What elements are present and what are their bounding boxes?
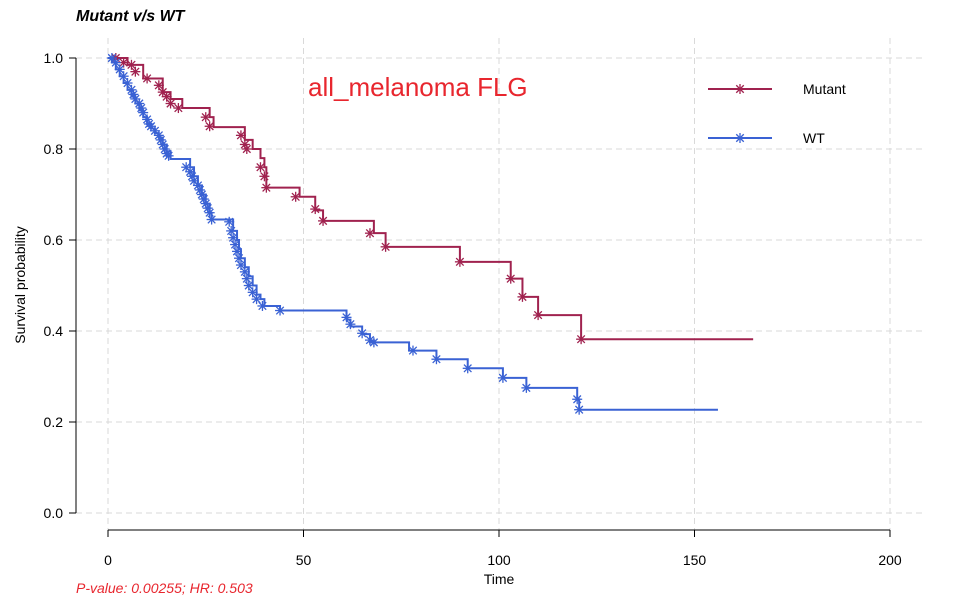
censor-mark-mutant	[454, 256, 465, 267]
legend-label-wt: WT	[803, 130, 825, 146]
series-line-wt	[108, 57, 718, 411]
pvalue-footnote: P-value: 0.00255; HR: 0.503	[76, 580, 253, 596]
censor-mark-wt	[110, 57, 121, 68]
y-tick-label: 0.4	[44, 323, 64, 339]
censor-mark-mutant	[255, 162, 266, 173]
legend-label-mutant: Mutant	[803, 81, 846, 97]
y-axis-label: Survival probability	[12, 226, 28, 344]
x-tick-label: 100	[487, 552, 511, 568]
censor-mark-wt	[368, 337, 379, 348]
x-axis-label: Time	[484, 571, 515, 587]
censor-mark-wt	[130, 93, 141, 104]
censor-mark-wt	[239, 266, 250, 277]
legend-marker-wt	[735, 133, 745, 143]
y-tick-label: 1.0	[44, 50, 64, 66]
censor-mark-wt	[345, 319, 356, 330]
censor-mark-mutant	[261, 182, 272, 193]
x-tick-label: 200	[878, 552, 902, 568]
censor-mark-mutant	[130, 66, 141, 77]
x-tick-label: 150	[683, 552, 707, 568]
censor-mark-mutant	[153, 80, 164, 91]
censor-mark-mutant	[505, 273, 516, 284]
censor-mark-wt	[243, 280, 254, 291]
censor-mark-mutant	[173, 103, 184, 114]
censor-mark-wt	[275, 305, 286, 316]
censor-mark-wt	[204, 207, 215, 218]
censor-mark-wt	[233, 253, 244, 264]
censor-mark-wt	[521, 382, 532, 393]
censor-mark-wt	[407, 345, 418, 356]
censor-mark-wt	[431, 354, 442, 365]
censor-mark-wt	[228, 232, 239, 243]
censor-mark-mutant	[241, 144, 252, 154]
censor-mark-wt	[206, 214, 217, 225]
censor-mark-wt	[163, 150, 174, 161]
censor-mark-mutant	[290, 191, 301, 202]
censor-mark-mutant	[364, 228, 375, 239]
chart-annotation: all_melanoma FLG	[308, 72, 528, 102]
y-tick-label: 0.6	[44, 232, 64, 248]
censor-mark-wt	[251, 294, 262, 305]
censor-mark-mutant	[200, 112, 211, 123]
censor-mark-wt	[230, 239, 241, 250]
y-tick-label: 0.0	[44, 505, 64, 521]
censor-mark-mutant	[380, 241, 391, 252]
censor-mark-wt	[572, 394, 583, 405]
x-tick-label: 0	[104, 552, 112, 568]
censor-mark-wt	[241, 273, 252, 284]
censor-mark-wt	[357, 328, 368, 339]
censor-mark-mutant	[533, 310, 544, 321]
x-tick-label: 50	[296, 552, 312, 568]
censor-mark-wt	[257, 300, 268, 311]
chart-title: Mutant v/s WT	[76, 8, 185, 25]
censor-mark-wt	[497, 372, 508, 383]
censor-mark-mutant	[259, 171, 270, 182]
censor-mark-wt	[235, 260, 246, 271]
censor-mark-wt	[224, 216, 235, 227]
y-tick-label: 0.8	[44, 141, 64, 157]
censor-mark-wt	[226, 225, 237, 236]
censor-mark-mutant	[517, 291, 528, 302]
censor-mark-mutant	[235, 130, 246, 141]
censor-mark-mutant	[318, 215, 329, 226]
censor-mark-mutant	[204, 121, 215, 132]
y-tick-label: 0.2	[44, 414, 64, 430]
legend-marker-mutant	[735, 84, 745, 94]
censor-mark-mutant	[576, 334, 587, 345]
censor-mark-mutant	[310, 204, 321, 215]
censor-mark-wt	[574, 404, 585, 415]
censor-mark-wt	[462, 363, 473, 374]
censor-mark-mutant	[142, 73, 153, 84]
censor-mark-wt	[232, 246, 243, 257]
censor-mark-mutant	[165, 98, 176, 109]
